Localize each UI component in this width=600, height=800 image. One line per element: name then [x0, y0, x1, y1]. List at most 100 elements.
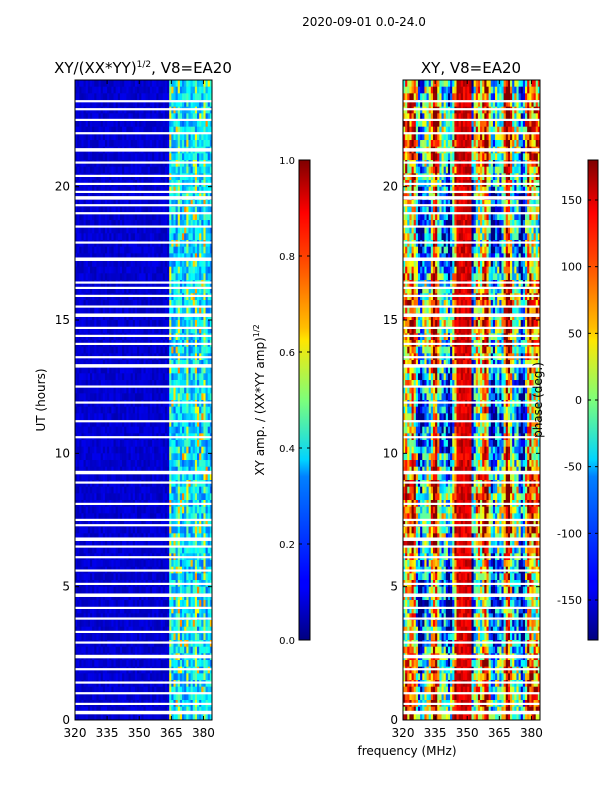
heatmap-cell: [113, 713, 116, 720]
heatmap-cell: [124, 133, 127, 141]
heatmap-cell: [160, 633, 164, 641]
heatmap-cell: [141, 326, 144, 334]
heatmap-cell: [92, 446, 95, 454]
heatmap-cell: [100, 153, 104, 161]
heatmap-cell: [75, 493, 78, 501]
heatmap-cell: [98, 93, 101, 101]
heatmap-cell: [171, 120, 174, 127]
heatmap-cell: [145, 133, 149, 141]
heatmap-cell: [132, 506, 136, 514]
heatmap-cell: [173, 346, 176, 354]
heatmap-cell: [89, 560, 93, 567]
heatmap-cell: [89, 466, 93, 474]
heatmap-cell: [92, 426, 95, 434]
heatmap-cell: [111, 286, 114, 294]
heatmap-cell: [115, 206, 119, 214]
heatmap-cell: [182, 413, 185, 421]
heatmap-cell: [179, 693, 183, 701]
heatmap-cell: [117, 80, 121, 87]
heatmap-cell: [122, 586, 125, 594]
heatmap-cell: [182, 246, 185, 254]
heatmap-cell: [184, 360, 187, 367]
heatmap-cell: [160, 573, 164, 581]
heatmap-cell: [102, 606, 106, 614]
heatmap-cell: [87, 606, 91, 614]
heatmap-cell: [179, 126, 183, 134]
heatmap-cell: [98, 360, 101, 367]
heatmap-cell: [169, 233, 172, 241]
heatmap-cell: [164, 366, 168, 374]
heatmap-cell: [117, 120, 121, 127]
heatmap-cell: [134, 226, 138, 234]
heatmap-cell: [100, 546, 104, 554]
heatmap-cell: [102, 200, 106, 207]
heatmap-cell: [109, 373, 112, 381]
heatmap-cell: [102, 713, 106, 720]
heatmap-cell: [94, 526, 97, 534]
heatmap-cell: [98, 440, 101, 447]
heatmap-cell: [164, 600, 168, 607]
heatmap-cell: [177, 613, 181, 621]
heatmap-cell: [94, 626, 97, 634]
heatmap-cell: [102, 453, 106, 461]
heatmap-cell: [162, 113, 166, 121]
heatmap-cell: [139, 646, 142, 654]
heatmap-cell: [149, 200, 153, 207]
heatmap-cell: [149, 633, 153, 641]
heatmap-cell: [182, 153, 185, 161]
heatmap-cell: [96, 660, 99, 667]
heatmap-cell: [77, 200, 80, 207]
heatmap-cell: [145, 113, 149, 121]
heatmap-cell: [184, 446, 187, 454]
heatmap-cell: [89, 486, 93, 494]
heatmap-cell: [98, 346, 101, 354]
heatmap-cell: [162, 453, 166, 461]
heatmap-cell: [83, 520, 86, 527]
heatmap-cell: [162, 560, 166, 567]
heatmap-cell: [104, 426, 108, 434]
heatmap-cell: [154, 213, 157, 221]
heatmap-cell: [169, 133, 172, 141]
heatmap-cell: [167, 406, 170, 414]
heatmap-cell: [173, 273, 176, 281]
heatmap-cell: [149, 206, 153, 214]
heatmap-cell: [167, 493, 170, 501]
heatmap-cell: [171, 660, 174, 667]
heatmap-cell: [75, 253, 78, 261]
heatmap-cell: [149, 606, 153, 614]
heatmap-cell: [109, 613, 112, 621]
heatmap-cell: [141, 273, 144, 281]
heatmap-cell: [147, 540, 151, 547]
heatmap-cell: [134, 460, 138, 467]
heatmap-cell: [85, 426, 89, 434]
heatmap-cell: [156, 153, 159, 161]
heatmap-cell: [79, 420, 82, 427]
heatmap-cell: [117, 126, 121, 134]
heatmap-cell: [126, 266, 129, 274]
heatmap-cell: [132, 113, 136, 121]
heatmap-cell: [164, 713, 168, 720]
heatmap-cell: [175, 493, 179, 501]
heatmap-cell: [96, 446, 99, 454]
heatmap-cell: [160, 253, 164, 261]
heatmap-cell: [126, 406, 129, 414]
heatmap-cell: [89, 426, 93, 434]
heatmap-cell: [77, 86, 80, 94]
heatmap-cell: [137, 513, 140, 521]
heatmap-cell: [85, 260, 89, 267]
heatmap-cell: [128, 326, 131, 334]
heatmap-cell: [179, 440, 183, 447]
heatmap-cell: [162, 326, 166, 334]
heatmap-cell: [122, 533, 125, 541]
heatmap-cell: [143, 153, 146, 161]
heatmap-cell: [83, 406, 86, 414]
heatmap-cell: [141, 626, 144, 634]
heatmap-cell: [158, 506, 161, 514]
heatmap-cell: [85, 686, 89, 694]
heatmap-cell: [184, 453, 187, 461]
heatmap-cell: [119, 266, 123, 274]
heatmap-cell: [81, 533, 84, 541]
heatmap-cell: [94, 506, 97, 514]
heatmap-cell: [85, 626, 89, 634]
heatmap-cell: [143, 140, 146, 147]
